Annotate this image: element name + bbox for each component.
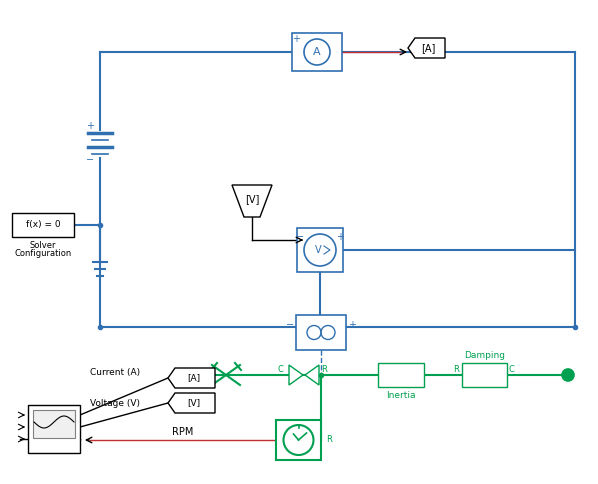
Text: C: C (508, 364, 514, 374)
Polygon shape (289, 365, 303, 385)
Text: +: + (348, 320, 356, 330)
Text: +: + (86, 121, 94, 131)
Polygon shape (305, 365, 319, 385)
Circle shape (562, 369, 574, 381)
Text: C: C (277, 364, 283, 374)
Text: [V]: [V] (245, 194, 259, 204)
Bar (296, 315, 346, 350)
Text: +: + (336, 232, 344, 242)
Text: f(x) = 0: f(x) = 0 (26, 221, 60, 229)
Text: Voltage (V): Voltage (V) (90, 398, 140, 408)
Bar (12, 213, 74, 237)
Text: Damping: Damping (464, 350, 505, 360)
Text: A: A (313, 47, 321, 57)
Bar (276, 420, 321, 460)
Polygon shape (232, 185, 272, 217)
Text: Solver: Solver (30, 241, 56, 249)
Text: Configuration: Configuration (14, 249, 72, 258)
Bar (297, 228, 343, 272)
Text: R: R (453, 364, 459, 374)
Polygon shape (168, 393, 215, 413)
Text: [A]: [A] (421, 43, 435, 53)
Text: +: + (292, 34, 300, 44)
Polygon shape (168, 368, 215, 388)
Text: Inertia: Inertia (386, 391, 416, 399)
Text: [A]: [A] (187, 374, 200, 382)
Text: −: − (296, 232, 304, 242)
Bar (462, 363, 507, 387)
Bar (292, 33, 342, 71)
Text: RPM: RPM (172, 427, 194, 437)
Bar (378, 363, 424, 387)
Text: [V]: [V] (187, 398, 200, 408)
Text: V: V (315, 245, 321, 255)
Text: −: − (86, 155, 94, 165)
Text: R: R (321, 364, 327, 374)
Polygon shape (408, 38, 445, 58)
Text: R: R (326, 436, 332, 444)
Text: Current (A): Current (A) (90, 368, 140, 378)
Text: −: − (286, 320, 294, 330)
Bar (33, 410, 75, 438)
Bar (28, 405, 80, 453)
